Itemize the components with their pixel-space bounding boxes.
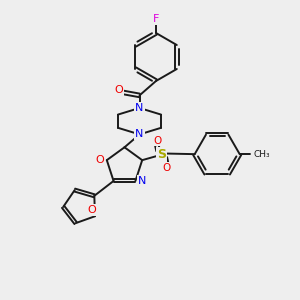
Text: S: S: [157, 148, 166, 161]
Text: F: F: [153, 14, 159, 25]
Text: N: N: [135, 103, 144, 113]
Text: O: O: [88, 205, 96, 215]
Text: O: O: [114, 85, 123, 95]
Text: N: N: [135, 129, 144, 140]
Text: CH₃: CH₃: [253, 150, 270, 159]
Text: N: N: [138, 176, 146, 186]
Text: O: O: [96, 155, 105, 165]
Text: O: O: [153, 136, 161, 146]
Text: O: O: [162, 163, 170, 173]
